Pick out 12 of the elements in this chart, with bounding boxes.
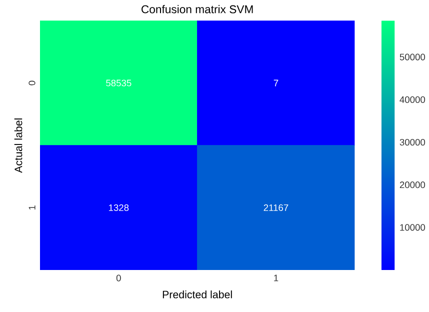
data-label: 21167 [264, 204, 288, 211]
x-axis-title: Predicted label [162, 290, 232, 298]
color-bar-label: 30000 [400, 138, 426, 146]
color-bar-label: 50000 [400, 54, 426, 60]
y-axis-title: Actual label [14, 118, 22, 173]
data-label: 58535 [106, 80, 132, 86]
data-label: 7 [274, 80, 278, 86]
color-bar-label: 20000 [400, 182, 426, 188]
color-bar-label: 40000 [400, 96, 426, 103]
color-bar-label: 10000 [400, 224, 426, 231]
data-label: 1328 [108, 204, 129, 211]
chart-title: Confusion matrix SVM [142, 4, 253, 14]
